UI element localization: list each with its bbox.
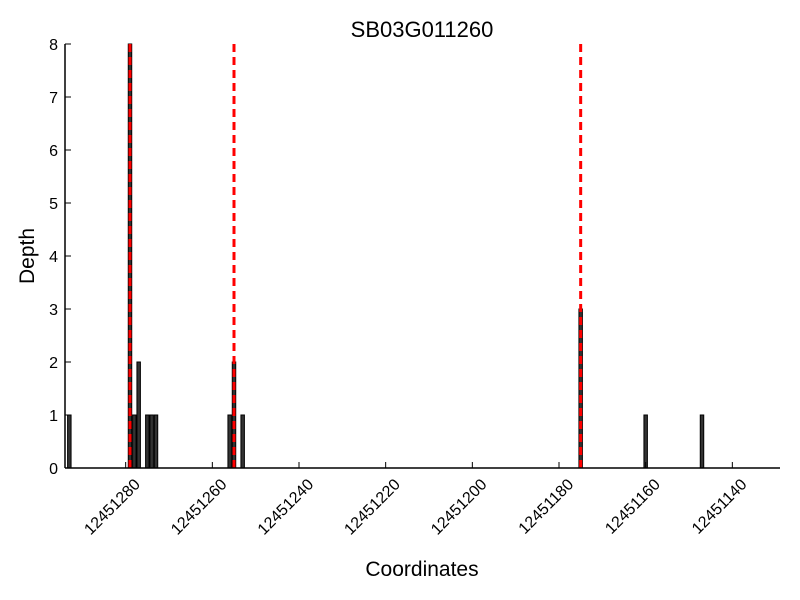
x-tick-label-12451180: 12451180: [516, 476, 578, 538]
marker-lines-group: [128, 44, 583, 468]
x-ticks-group: 12451280 12451260 12451240 12451220 12451200…: [81, 462, 751, 539]
depth-bar-7: [227, 414, 232, 469]
x-tick-label-12451220: 12451220: [341, 476, 403, 538]
y-tick-label-7: 7: [49, 90, 58, 107]
depth-bar-11: [643, 414, 648, 469]
y-tick-label-0: 0: [49, 461, 58, 478]
y-tick-label-6: 6: [49, 143, 58, 160]
y-tick-label-4: 4: [49, 249, 58, 266]
x-tick-label-12451280: 12451280: [81, 476, 143, 538]
x-axis-label: Coordinates: [365, 558, 478, 581]
depth-bar-4: [145, 414, 150, 469]
depth-bar-2: [132, 414, 137, 469]
y-tick-label-8: 8: [49, 37, 58, 54]
y-tick-label-1: 1: [49, 408, 58, 425]
depth-bar-6: [153, 414, 159, 469]
depth-bar-9: [240, 414, 245, 469]
y-tick-label-5: 5: [49, 196, 58, 213]
chart-title: SB03G011260: [351, 17, 494, 42]
x-tick-label-12451200: 12451200: [428, 476, 490, 538]
depth-bar-3: [136, 361, 141, 469]
x-tick-label-12451240: 12451240: [255, 476, 317, 538]
y-axis-label: Depth: [16, 228, 39, 284]
y-ticks-group: 0 1 2 3 4 5 6 7 8: [49, 37, 71, 478]
depth-bar-5: [149, 414, 154, 469]
y-tick-label-3: 3: [49, 302, 58, 319]
bars-group: [67, 43, 705, 469]
depth-bar-0: [67, 414, 72, 469]
x-tick-label-12451260: 12451260: [168, 476, 230, 538]
x-tick-label-12451140: 12451140: [689, 476, 751, 538]
depth-bar-12: [699, 414, 705, 469]
y-tick-label-2: 2: [49, 355, 58, 372]
axes-group: [64, 44, 780, 469]
x-tick-label-12451160: 12451160: [602, 476, 664, 538]
